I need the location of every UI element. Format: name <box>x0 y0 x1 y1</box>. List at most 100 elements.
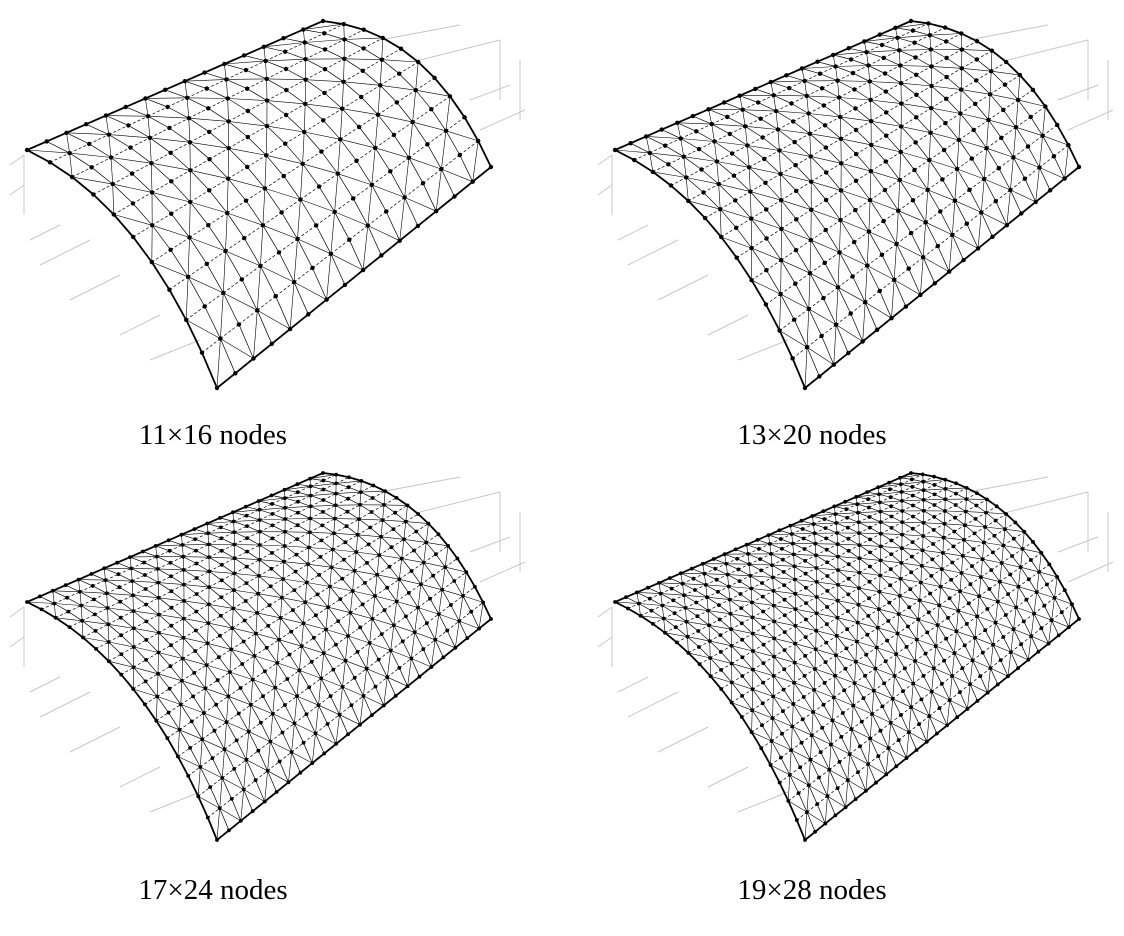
mesh-node <box>913 55 917 59</box>
mesh-edge <box>838 252 840 287</box>
mesh-edge-dashed <box>259 569 272 576</box>
mesh-edge-dashed <box>239 705 251 714</box>
mesh-edge <box>345 542 356 552</box>
mesh-edge-dashed <box>332 560 344 568</box>
mesh-edge-dashed <box>241 680 253 688</box>
mesh-node <box>381 36 385 40</box>
mesh-edge-dashed <box>809 778 819 786</box>
mesh-node <box>464 570 468 574</box>
mesh-edge <box>826 200 840 220</box>
mesh-node <box>662 617 666 621</box>
mesh-edge <box>794 683 804 697</box>
mesh-edge-dashed <box>109 125 129 134</box>
mesh-edge-dashed <box>355 669 367 678</box>
mesh-node <box>183 79 187 83</box>
mesh-edge <box>426 524 428 543</box>
mesh-edge <box>916 58 932 67</box>
mesh-edge <box>349 240 363 270</box>
mesh-edge <box>731 629 742 640</box>
mesh-node <box>377 553 381 557</box>
axis-line <box>120 315 160 335</box>
mesh-node <box>1062 176 1066 180</box>
mesh-edge-dashed <box>743 103 759 110</box>
mesh-node <box>727 585 731 589</box>
mesh-node <box>848 752 852 756</box>
mesh-edge <box>260 266 294 282</box>
mesh-edge <box>818 62 836 67</box>
mesh-edge-dashed <box>1001 127 1016 138</box>
mesh-node <box>950 233 954 237</box>
mesh-edge <box>157 697 168 713</box>
axis-line <box>628 692 678 717</box>
mesh-edge-dashed <box>133 192 152 203</box>
mesh-node <box>281 577 285 581</box>
mesh-edge <box>829 770 837 788</box>
mesh-node <box>194 549 198 553</box>
mesh-node <box>844 667 848 671</box>
mesh-node <box>889 316 893 320</box>
mesh-edge <box>311 486 324 489</box>
mesh-node <box>230 626 234 630</box>
mesh-edge <box>790 750 791 775</box>
mesh-edge <box>779 151 810 157</box>
mesh-edge <box>926 222 953 235</box>
mesh-edge-dashed <box>285 696 297 705</box>
mesh-edge <box>132 581 145 589</box>
mesh-node <box>960 47 964 51</box>
mesh-edge <box>1007 190 1011 225</box>
mesh-edge-dashed <box>899 732 909 740</box>
mesh-edge-dashed <box>720 200 735 209</box>
mesh-edge <box>333 550 344 560</box>
mesh-node <box>261 223 265 227</box>
mesh-edge <box>881 560 902 563</box>
mesh-edge-dashed <box>797 812 807 820</box>
mesh-edge-dashed <box>248 126 267 137</box>
mesh-edge <box>91 568 104 574</box>
mesh-node <box>838 218 842 222</box>
mesh-node <box>745 543 749 547</box>
mesh-edge <box>909 269 921 295</box>
mesh-edge <box>896 654 915 661</box>
mesh-edge <box>648 588 661 594</box>
mesh-node <box>180 533 184 537</box>
mesh-node <box>718 207 722 211</box>
mesh-edge <box>848 780 856 799</box>
mesh-node <box>476 139 480 143</box>
mesh-edge <box>776 111 778 129</box>
mesh-node <box>109 155 113 159</box>
mesh-node <box>994 199 998 203</box>
mesh-edge-dashed <box>247 79 267 89</box>
mesh-edge <box>113 184 152 192</box>
mesh-node <box>854 660 858 664</box>
mesh-edge <box>865 266 867 303</box>
mesh-node <box>776 127 780 131</box>
mesh-edge <box>886 766 896 774</box>
mesh-node <box>815 802 819 806</box>
mesh-edge-dashed <box>919 716 929 724</box>
mesh-node <box>132 665 136 669</box>
mesh-edge <box>294 696 297 723</box>
mesh-edge-dashed <box>54 598 67 604</box>
mesh-edge <box>827 770 829 796</box>
mesh-node <box>301 27 305 31</box>
mesh-node <box>264 77 268 81</box>
axis-line <box>598 637 612 647</box>
mesh-edge-dashed <box>402 551 414 559</box>
mesh-node <box>265 124 269 128</box>
mesh-edge <box>340 715 349 735</box>
mesh-edge <box>344 40 363 49</box>
mesh-edge <box>780 294 781 331</box>
mesh-node <box>292 588 296 592</box>
mesh-node <box>303 57 307 61</box>
mesh-edge <box>846 799 856 807</box>
mesh-node <box>306 562 310 566</box>
mesh-edge <box>244 238 260 266</box>
mesh-edge <box>794 566 816 568</box>
mesh-edge <box>815 824 825 832</box>
mesh-node <box>929 47 933 51</box>
mesh-edge <box>745 126 747 145</box>
mesh-edge-dashed <box>409 584 421 593</box>
mesh-edge <box>688 637 710 641</box>
mesh-edge-dashed <box>297 532 310 539</box>
mesh-edge <box>726 564 738 570</box>
